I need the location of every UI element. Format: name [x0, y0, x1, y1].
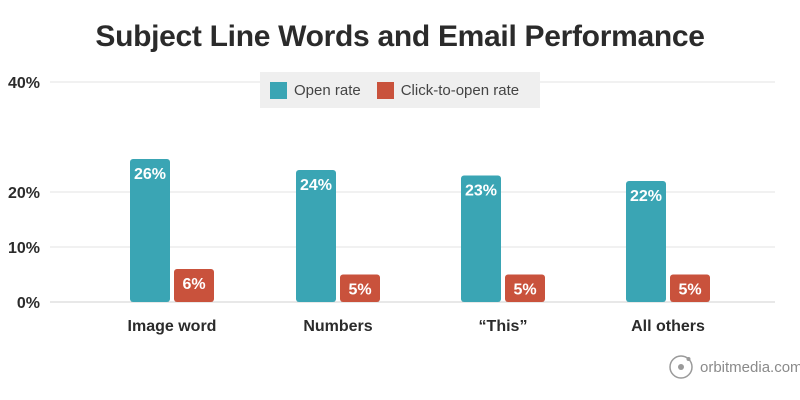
bar-open-rate	[626, 181, 666, 302]
x-tick-label: Image word	[128, 318, 217, 335]
bar-open-rate	[296, 170, 336, 302]
y-tick-label: 10%	[8, 240, 40, 257]
brand-text: orbitmedia.com	[700, 358, 800, 376]
data-label-open-rate: 24%	[300, 177, 332, 194]
data-label-click-to-open-rate: 5%	[348, 282, 371, 299]
data-label-click-to-open-rate: 5%	[513, 282, 536, 299]
data-label-open-rate: 26%	[134, 166, 166, 183]
legend-label-click-to-open-rate: Click-to-open rate	[400, 81, 520, 99]
data-label-click-to-open-rate: 5%	[678, 282, 701, 299]
chart-title: Subject Line Words and Email Performance	[95, 20, 705, 53]
legend-label-open-rate: Open rate	[294, 81, 361, 99]
brand-watermark: orbitmedia.com	[668, 354, 800, 380]
data-label-open-rate: 22%	[630, 188, 662, 205]
bar-click-to-open-rate	[340, 274, 380, 302]
legend-swatch-open-rate	[270, 81, 287, 99]
legend-item-open-rate: Open rate	[270, 81, 361, 99]
bar-open-rate	[461, 175, 501, 302]
data-label-click-to-open-rate: 6%	[182, 276, 205, 293]
bar-click-to-open-rate	[174, 269, 214, 302]
legend-item-click-to-open-rate: Click-to-open rate	[376, 81, 520, 99]
x-tick-label: “This”	[479, 318, 528, 335]
y-tick-label: 20%	[8, 185, 40, 202]
data-label-open-rate: 23%	[465, 183, 497, 200]
x-tick-label: Numbers	[303, 318, 372, 335]
orbit-logo-icon	[669, 355, 693, 379]
x-tick-label: All others	[631, 318, 705, 335]
bar-click-to-open-rate	[505, 274, 545, 302]
chart-legend: Open rate Click-to-open rate	[260, 72, 540, 108]
bar-open-rate	[130, 159, 170, 302]
y-tick-label: 40%	[8, 75, 40, 92]
legend-swatch-click-to-open-rate	[376, 81, 394, 99]
bar-click-to-open-rate	[670, 274, 710, 302]
y-tick-label: 0%	[17, 295, 40, 312]
